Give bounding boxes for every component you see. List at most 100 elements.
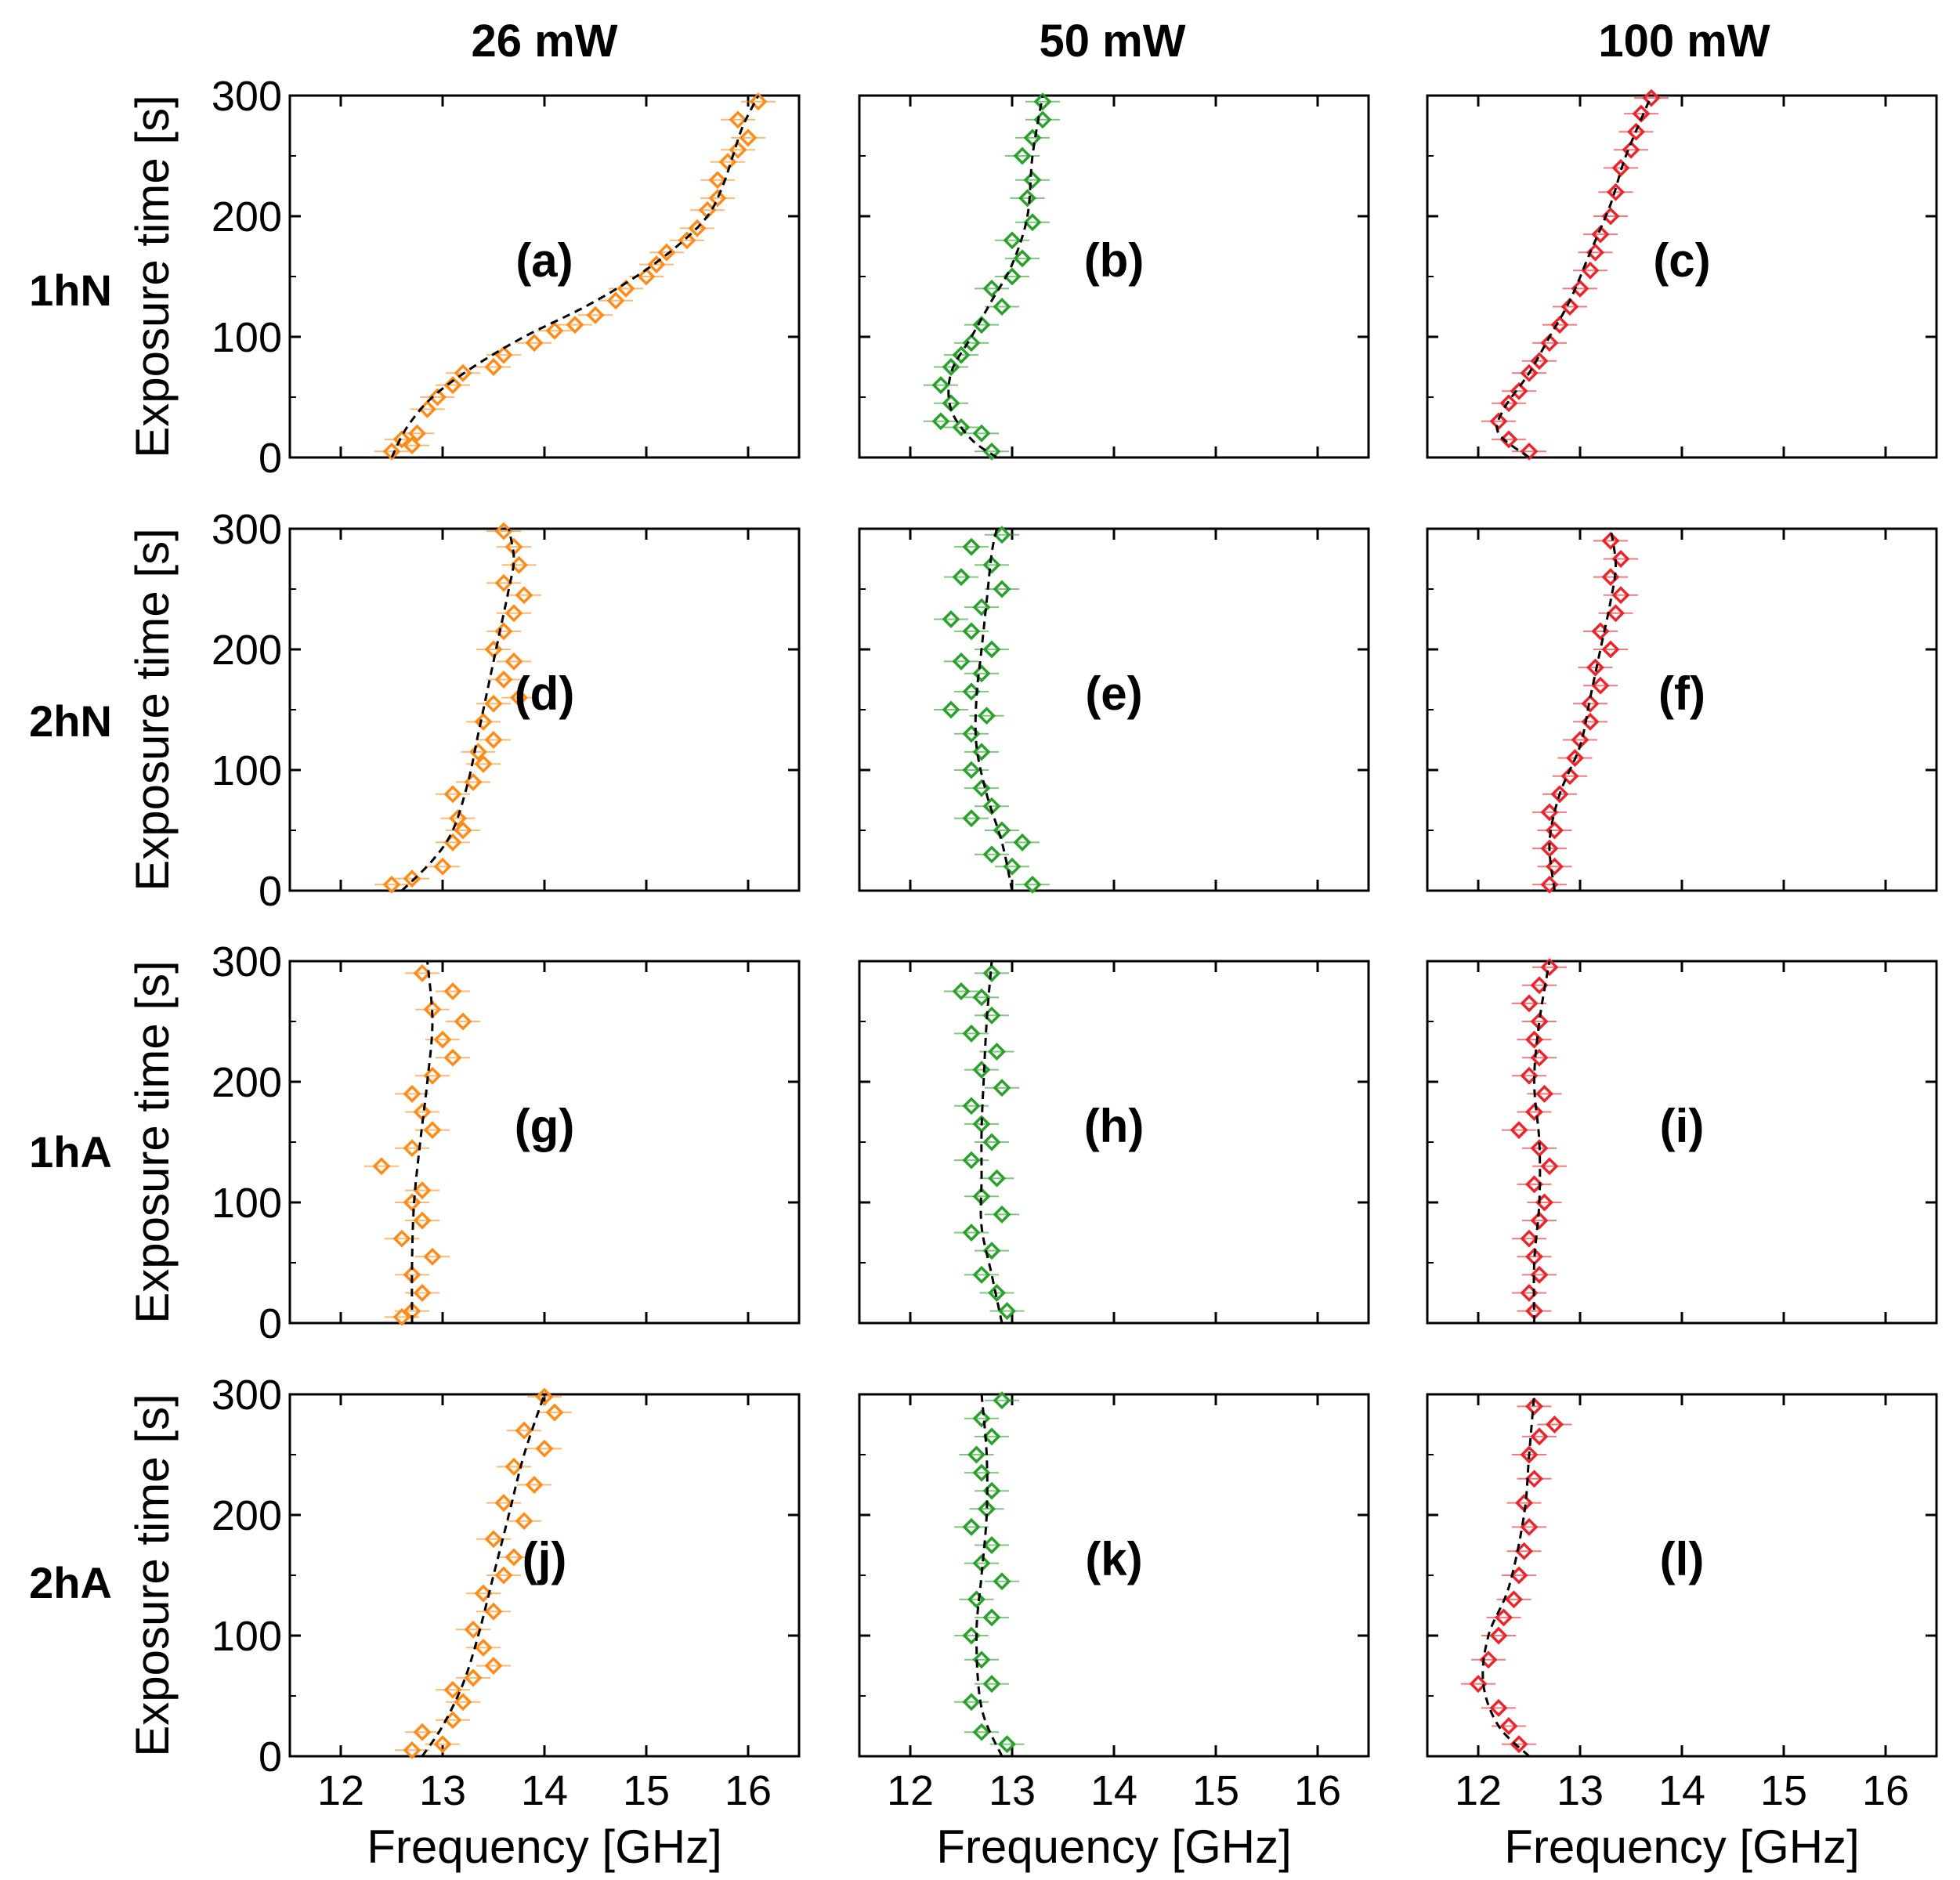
data-point (1563, 279, 1597, 298)
data-point (1522, 1265, 1557, 1284)
data-point (975, 1608, 1009, 1627)
diamond-marker (1520, 994, 1539, 1013)
data-point (975, 845, 1009, 864)
data-point (1553, 298, 1587, 316)
diamond-marker (952, 982, 971, 1000)
data-point (609, 279, 643, 298)
panel-a: 0 100 200 300 Exposure time [s] (a) (126, 73, 801, 482)
data-point (1492, 1717, 1526, 1735)
data-point (507, 1512, 541, 1531)
y-tick-label: 100 (212, 747, 282, 794)
data-point (721, 140, 755, 159)
diamond-marker (1013, 833, 1032, 851)
data-point (964, 1650, 999, 1669)
data-point (964, 779, 999, 797)
data-point (975, 1536, 1009, 1554)
data-point (995, 857, 1029, 876)
panel-label: (d) (515, 667, 575, 720)
data-point (1532, 958, 1567, 977)
diamond-marker (993, 580, 1011, 598)
data-point (989, 1302, 1025, 1321)
y-tick-label: 100 (212, 1613, 282, 1660)
panel-f: (f) (1426, 527, 1938, 894)
data-point (446, 821, 480, 840)
data-point (400, 424, 435, 443)
data-point (1502, 1735, 1536, 1754)
data-point (461, 743, 496, 761)
data-point (959, 1590, 994, 1609)
data-point (497, 652, 531, 671)
data-point (964, 743, 999, 761)
y-tick-label: 300 (212, 938, 282, 985)
panel-label: (j) (523, 1533, 567, 1585)
diamond-marker (392, 430, 411, 449)
row-title-1hn: 1hN (29, 266, 112, 315)
diamond-marker (484, 1602, 503, 1621)
y-tick-label: 200 (212, 1059, 282, 1106)
data-point (1593, 568, 1628, 587)
data-point (1010, 189, 1045, 208)
diamond-marker (1479, 1650, 1498, 1669)
data-point (975, 640, 1009, 659)
data-point (979, 1284, 1014, 1302)
x-axis-label: Frequency [GHz] (367, 1820, 722, 1873)
data-point (476, 1657, 511, 1675)
diamond-marker (1525, 1397, 1543, 1415)
data-point (954, 725, 989, 743)
fit-curve (400, 528, 515, 892)
data-point (924, 376, 958, 395)
data-point (1481, 412, 1516, 431)
diamond-marker (382, 875, 401, 894)
diamond-marker (993, 298, 1011, 316)
data-point (486, 522, 521, 540)
x-tick-label: 12 (317, 1767, 364, 1814)
data-point (1512, 994, 1546, 1013)
data-point (517, 334, 551, 352)
fit-curve (975, 1394, 1004, 1757)
diamond-marker (1515, 1542, 1533, 1560)
diamond-marker (993, 1205, 1011, 1224)
column-title-26mw: 26 mW (472, 16, 618, 67)
diamond-marker (545, 1403, 564, 1422)
data-point (446, 1693, 480, 1712)
diamond-marker (1546, 821, 1564, 840)
data-point (954, 761, 989, 779)
data-point (1583, 676, 1618, 695)
diamond-marker (1601, 531, 1620, 550)
panel-label: (b) (1084, 234, 1145, 287)
x-tick-label: 12 (1455, 1767, 1502, 1814)
diamond-marker (1520, 1229, 1539, 1248)
data-point (985, 1391, 1019, 1410)
diamond-marker (688, 219, 707, 237)
data-point (436, 833, 470, 851)
data-point (934, 700, 968, 719)
panel-b: (b) (858, 92, 1370, 461)
panel-label: (c) (1653, 234, 1710, 287)
data-point (1502, 381, 1536, 400)
data-point (985, 821, 1019, 840)
diamond-marker (952, 345, 971, 364)
panel-h: (h) (858, 960, 1370, 1325)
diamond-marker (657, 243, 676, 262)
diamond-marker (1540, 839, 1559, 858)
data-point (1614, 140, 1648, 159)
x-tick-label: 15 (1760, 1767, 1807, 1814)
data-point (1492, 430, 1526, 449)
diamond-marker (504, 604, 523, 623)
data-point (964, 1061, 999, 1079)
diamond-marker (1018, 189, 1036, 208)
diamond-marker (464, 1620, 483, 1639)
diamond-marker (988, 1284, 1006, 1302)
data-point (979, 1169, 1014, 1188)
data-point (1512, 442, 1546, 461)
y-tick-label: 0 (259, 1300, 282, 1347)
data-point (700, 189, 735, 208)
data-point (975, 555, 1009, 574)
diamond-marker (403, 1139, 421, 1158)
data-point (436, 982, 470, 1000)
diamond-marker (1591, 676, 1610, 695)
data-point (959, 1445, 994, 1464)
diamond-marker (972, 316, 991, 334)
data-point (1573, 712, 1607, 731)
